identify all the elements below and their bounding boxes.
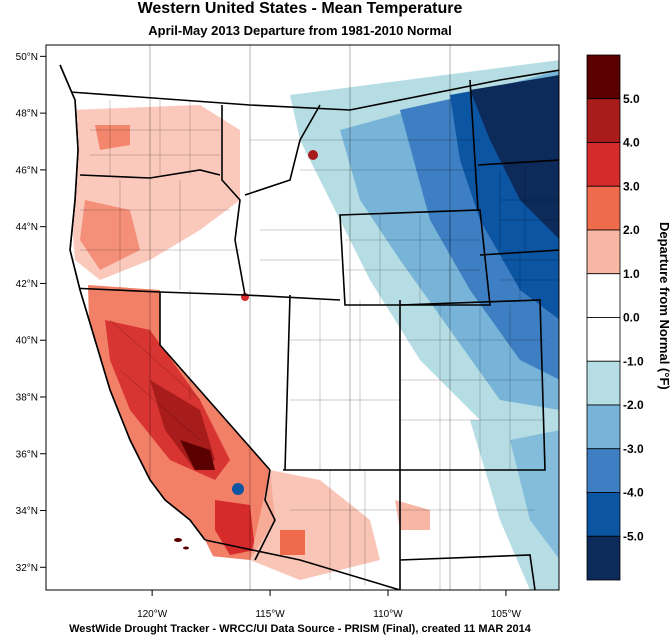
latitude-tick-label: 38°N [16,392,38,403]
colorbar-label: -5.0 [623,529,644,543]
latitude-axis: 50°N 48°N 46°N 44°N 42°N 40°N 38°N 36°N 34°N 32°N [16,52,46,574]
colorbar-bin [586,98,621,143]
latitude-tick-label: 36°N [16,449,38,460]
longitude-tick-label: 105°W [491,609,522,620]
ocean [46,45,230,590]
colorbar-label: 4.0 [623,136,640,150]
colorbar-bin [586,492,621,537]
map-frame [45,44,560,591]
colorbar-bin [586,54,621,100]
colorbar-bin [586,360,621,406]
channel-island [183,546,189,550]
latitude-tick-label: 34°N [16,506,38,517]
latitude-tick-label: 50°N [16,52,38,63]
longitude-tick-label: 120°W [137,609,168,620]
colorbar-bin [586,317,621,362]
county-boundaries [80,100,559,590]
colorbar-bin [586,448,621,493]
latitude-tick-label: 48°N [16,109,38,120]
colorbar-bin [586,404,621,450]
colorbar-title: Departure from Normal (°F) [657,222,672,390]
colorbar-label: 2.0 [623,223,640,237]
colorbar-label: -3.0 [623,442,644,456]
latitude-tick-label: 32°N [16,563,38,574]
colorbar-bin [586,229,621,275]
colorbar-label: -1.0 [623,354,644,368]
latitude-tick-label: 46°N [16,165,38,176]
latitude-tick-label: 40°N [16,336,38,347]
colorbar-label: 1.0 [623,267,640,281]
latitude-tick-label: 42°N [16,279,38,290]
map-subtitle: April-May 2013 Departure from 1981-2010 … [148,23,452,38]
colorbar-label: -2.0 [623,398,644,412]
longitude-tick-label: 110°W [373,609,403,620]
colorbar-bin [586,273,621,318]
map-footer: WestWide Drought Tracker - WRCC/UI Data … [69,623,531,635]
latitude-tick-label: 44°N [16,222,38,233]
map-title: Western United States - Mean Temperature [137,0,463,17]
colorbar: 5.0 4.0 3.0 2.0 1.0 0.0 -1.0 -2.0 -3.0 -4.0 -5.0 [586,54,644,581]
colorbar-label: 3.0 [623,179,640,193]
longitude-tick-label: 115°W [255,609,285,620]
colorbar-label: 5.0 [623,92,640,106]
map-plot-area [46,45,559,590]
colorbar-label: 0.0 [623,311,640,325]
colorbar-bin [586,185,621,231]
channel-island [174,538,182,542]
longitude-axis: 120°W 115°W 110°W 105°W [137,590,522,620]
colorbar-bin [586,142,621,187]
colorbar-label: -4.0 [623,486,644,500]
colorbar-bin [586,535,621,581]
